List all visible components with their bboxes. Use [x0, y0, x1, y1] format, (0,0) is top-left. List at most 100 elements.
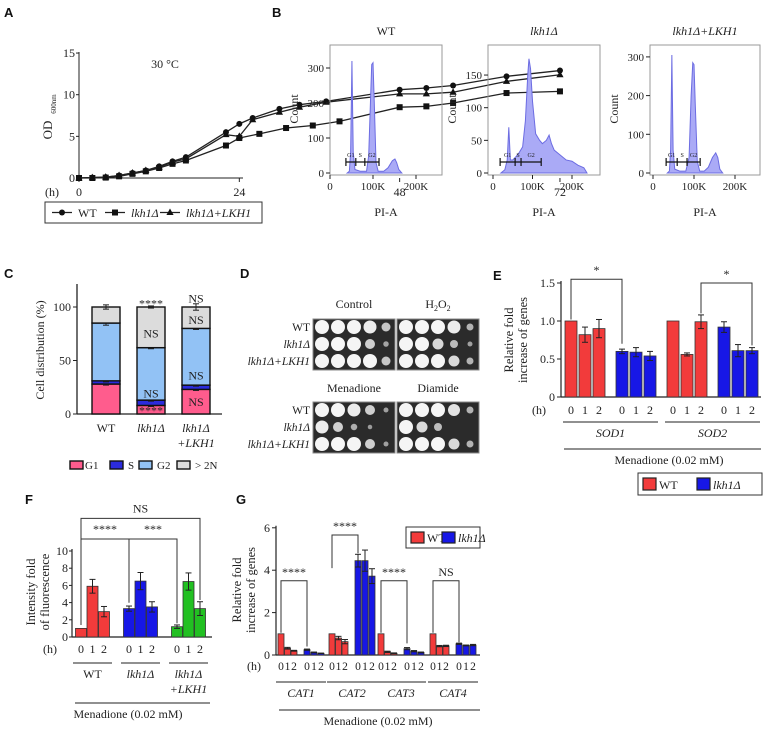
y-tick-label: 0.5	[540, 352, 555, 366]
yeast-spot	[383, 441, 389, 447]
gate-label: S	[516, 153, 519, 159]
significance-label: ***	[144, 522, 162, 536]
significance-label: NS	[438, 565, 453, 579]
legend-label: G1	[85, 460, 98, 472]
y-axis-label: Cell distribution (%)	[33, 300, 47, 399]
gate-label: G1	[347, 153, 354, 159]
category-label: lkh1Δ	[137, 421, 165, 435]
yeast-spot	[315, 420, 329, 434]
y-tick-label: 0	[62, 630, 68, 644]
panel-label: B	[272, 5, 281, 20]
gate-label: G1	[504, 153, 511, 159]
panel-label: D	[240, 266, 249, 281]
yeast-spot	[415, 320, 429, 334]
plate-title-part: H	[425, 297, 434, 311]
yeast-spot	[331, 320, 345, 334]
x-tick-label: 72	[554, 185, 566, 199]
plate-title-part: O	[438, 297, 447, 311]
legend-label: S	[128, 460, 134, 472]
bar-lkh1	[455, 643, 463, 656]
bar-lkh1	[462, 645, 470, 656]
bar-wt	[680, 354, 694, 398]
bar-wt	[328, 633, 336, 656]
bar-wt	[436, 645, 443, 656]
stacked-bar-segment-g2	[181, 327, 211, 386]
significance-label: ****	[93, 522, 117, 536]
histogram-title: lkh1Δ	[530, 24, 558, 38]
panel-label: E	[493, 268, 502, 283]
stacked-bar-segment-g2	[91, 322, 121, 382]
yeast-spot	[347, 337, 361, 351]
bar-wt	[666, 320, 680, 398]
data-point	[503, 73, 510, 80]
legend-swatch-wt	[410, 531, 425, 544]
panel-label: A	[4, 5, 14, 20]
y-tick-label: 1.5	[540, 276, 555, 290]
time-label: 2	[197, 642, 203, 656]
plate-title-part: Diamide	[417, 381, 458, 395]
y-tick-label: 2	[264, 606, 270, 620]
yeast-spot	[399, 403, 413, 417]
gate-label: S	[680, 153, 683, 159]
gene-label: CAT2	[338, 686, 366, 700]
bar-wt	[86, 585, 99, 638]
time-label: 1	[385, 661, 391, 673]
x-tick-label: 200K	[560, 181, 585, 193]
category-label: WT	[97, 421, 116, 435]
y-tick-label: 1.0	[540, 314, 555, 328]
data-point	[396, 104, 403, 111]
time-label: 1	[90, 642, 96, 656]
bar-lkh1	[615, 350, 629, 398]
gene-label: SOD1	[596, 426, 625, 440]
y-tick-label: 50	[471, 135, 483, 147]
significance-label: *	[724, 267, 730, 281]
bar-wt	[377, 633, 385, 656]
yeast-spot	[466, 440, 474, 448]
yeast-spot	[363, 320, 377, 334]
legend-label: lkh1Δ	[713, 478, 741, 492]
significance-label: NS	[143, 387, 158, 401]
data-point	[75, 174, 83, 181]
y-axis-label: Count	[607, 94, 621, 124]
treatment-label: Menadione (0.02 mM)	[74, 707, 183, 721]
stacked-bar-segment-over2n	[136, 306, 166, 349]
bar-lkh1	[629, 351, 643, 398]
y-axis-label: OD	[40, 121, 55, 140]
time-label: 1	[582, 403, 588, 417]
time-label: 1	[138, 642, 144, 656]
data-point	[235, 132, 243, 139]
time-label: 2	[698, 403, 704, 417]
x-axis-label: PI-A	[693, 205, 717, 219]
legend-marker	[59, 209, 65, 216]
yeast-spot	[466, 406, 474, 414]
yeast-spot	[399, 337, 413, 351]
data-point	[396, 89, 404, 97]
time-label: 1	[633, 403, 639, 417]
bar-lkh1	[643, 355, 657, 398]
gene-label: SOD2	[698, 426, 727, 440]
time-label: 1	[463, 661, 469, 673]
bar-wt	[335, 637, 342, 656]
yeast-spot	[315, 320, 329, 334]
time-label: 2	[418, 661, 424, 673]
gate-label: G2	[527, 153, 534, 159]
legend-marker	[112, 209, 118, 216]
data-point	[556, 67, 563, 74]
y-tick-label: 100	[53, 300, 71, 314]
time-label: 1	[311, 661, 317, 673]
x-tick-label: 200K	[723, 181, 748, 193]
stacked-bar-segment-g2	[136, 346, 166, 401]
time-label: 0	[670, 403, 676, 417]
yeast-spot	[365, 339, 375, 349]
y-tick-label: 300	[628, 52, 645, 64]
y-axis-label: increase of genes	[516, 297, 530, 383]
plate-title-part: 2	[447, 304, 451, 313]
significance-bracket	[432, 580, 460, 643]
bar-lkh1	[469, 644, 477, 656]
chart-title: 30 °C	[151, 57, 179, 71]
time-label: 0	[78, 642, 84, 656]
y-axis-label: Intensity fold	[24, 558, 38, 626]
legend-swatch-lkh1	[696, 477, 711, 491]
data-point	[423, 103, 430, 110]
